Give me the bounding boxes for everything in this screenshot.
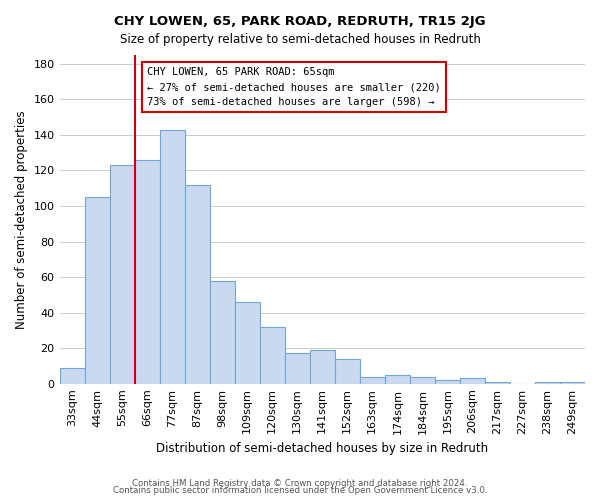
Bar	[285, 354, 310, 384]
Bar	[385, 375, 410, 384]
Bar	[460, 378, 485, 384]
Bar	[560, 382, 585, 384]
Bar	[185, 184, 209, 384]
Bar	[59, 368, 85, 384]
Bar	[209, 280, 235, 384]
Bar	[260, 327, 285, 384]
Bar	[310, 350, 335, 384]
Bar	[485, 382, 510, 384]
Bar	[110, 165, 134, 384]
X-axis label: Distribution of semi-detached houses by size in Redruth: Distribution of semi-detached houses by …	[156, 442, 488, 455]
Bar	[435, 380, 460, 384]
Text: Contains public sector information licensed under the Open Government Licence v3: Contains public sector information licen…	[113, 486, 487, 495]
Text: CHY LOWEN, 65, PARK ROAD, REDRUTH, TR15 2JG: CHY LOWEN, 65, PARK ROAD, REDRUTH, TR15 …	[114, 15, 486, 28]
Y-axis label: Number of semi-detached properties: Number of semi-detached properties	[15, 110, 28, 328]
Bar	[235, 302, 260, 384]
Bar	[160, 130, 185, 384]
Text: CHY LOWEN, 65 PARK ROAD: 65sqm
← 27% of semi-detached houses are smaller (220)
7: CHY LOWEN, 65 PARK ROAD: 65sqm ← 27% of …	[147, 68, 441, 107]
Bar	[134, 160, 160, 384]
Bar	[410, 376, 435, 384]
Text: Contains HM Land Registry data © Crown copyright and database right 2024.: Contains HM Land Registry data © Crown c…	[132, 478, 468, 488]
Text: Size of property relative to semi-detached houses in Redruth: Size of property relative to semi-detach…	[119, 32, 481, 46]
Bar	[85, 197, 110, 384]
Bar	[335, 359, 360, 384]
Bar	[360, 376, 385, 384]
Bar	[535, 382, 560, 384]
